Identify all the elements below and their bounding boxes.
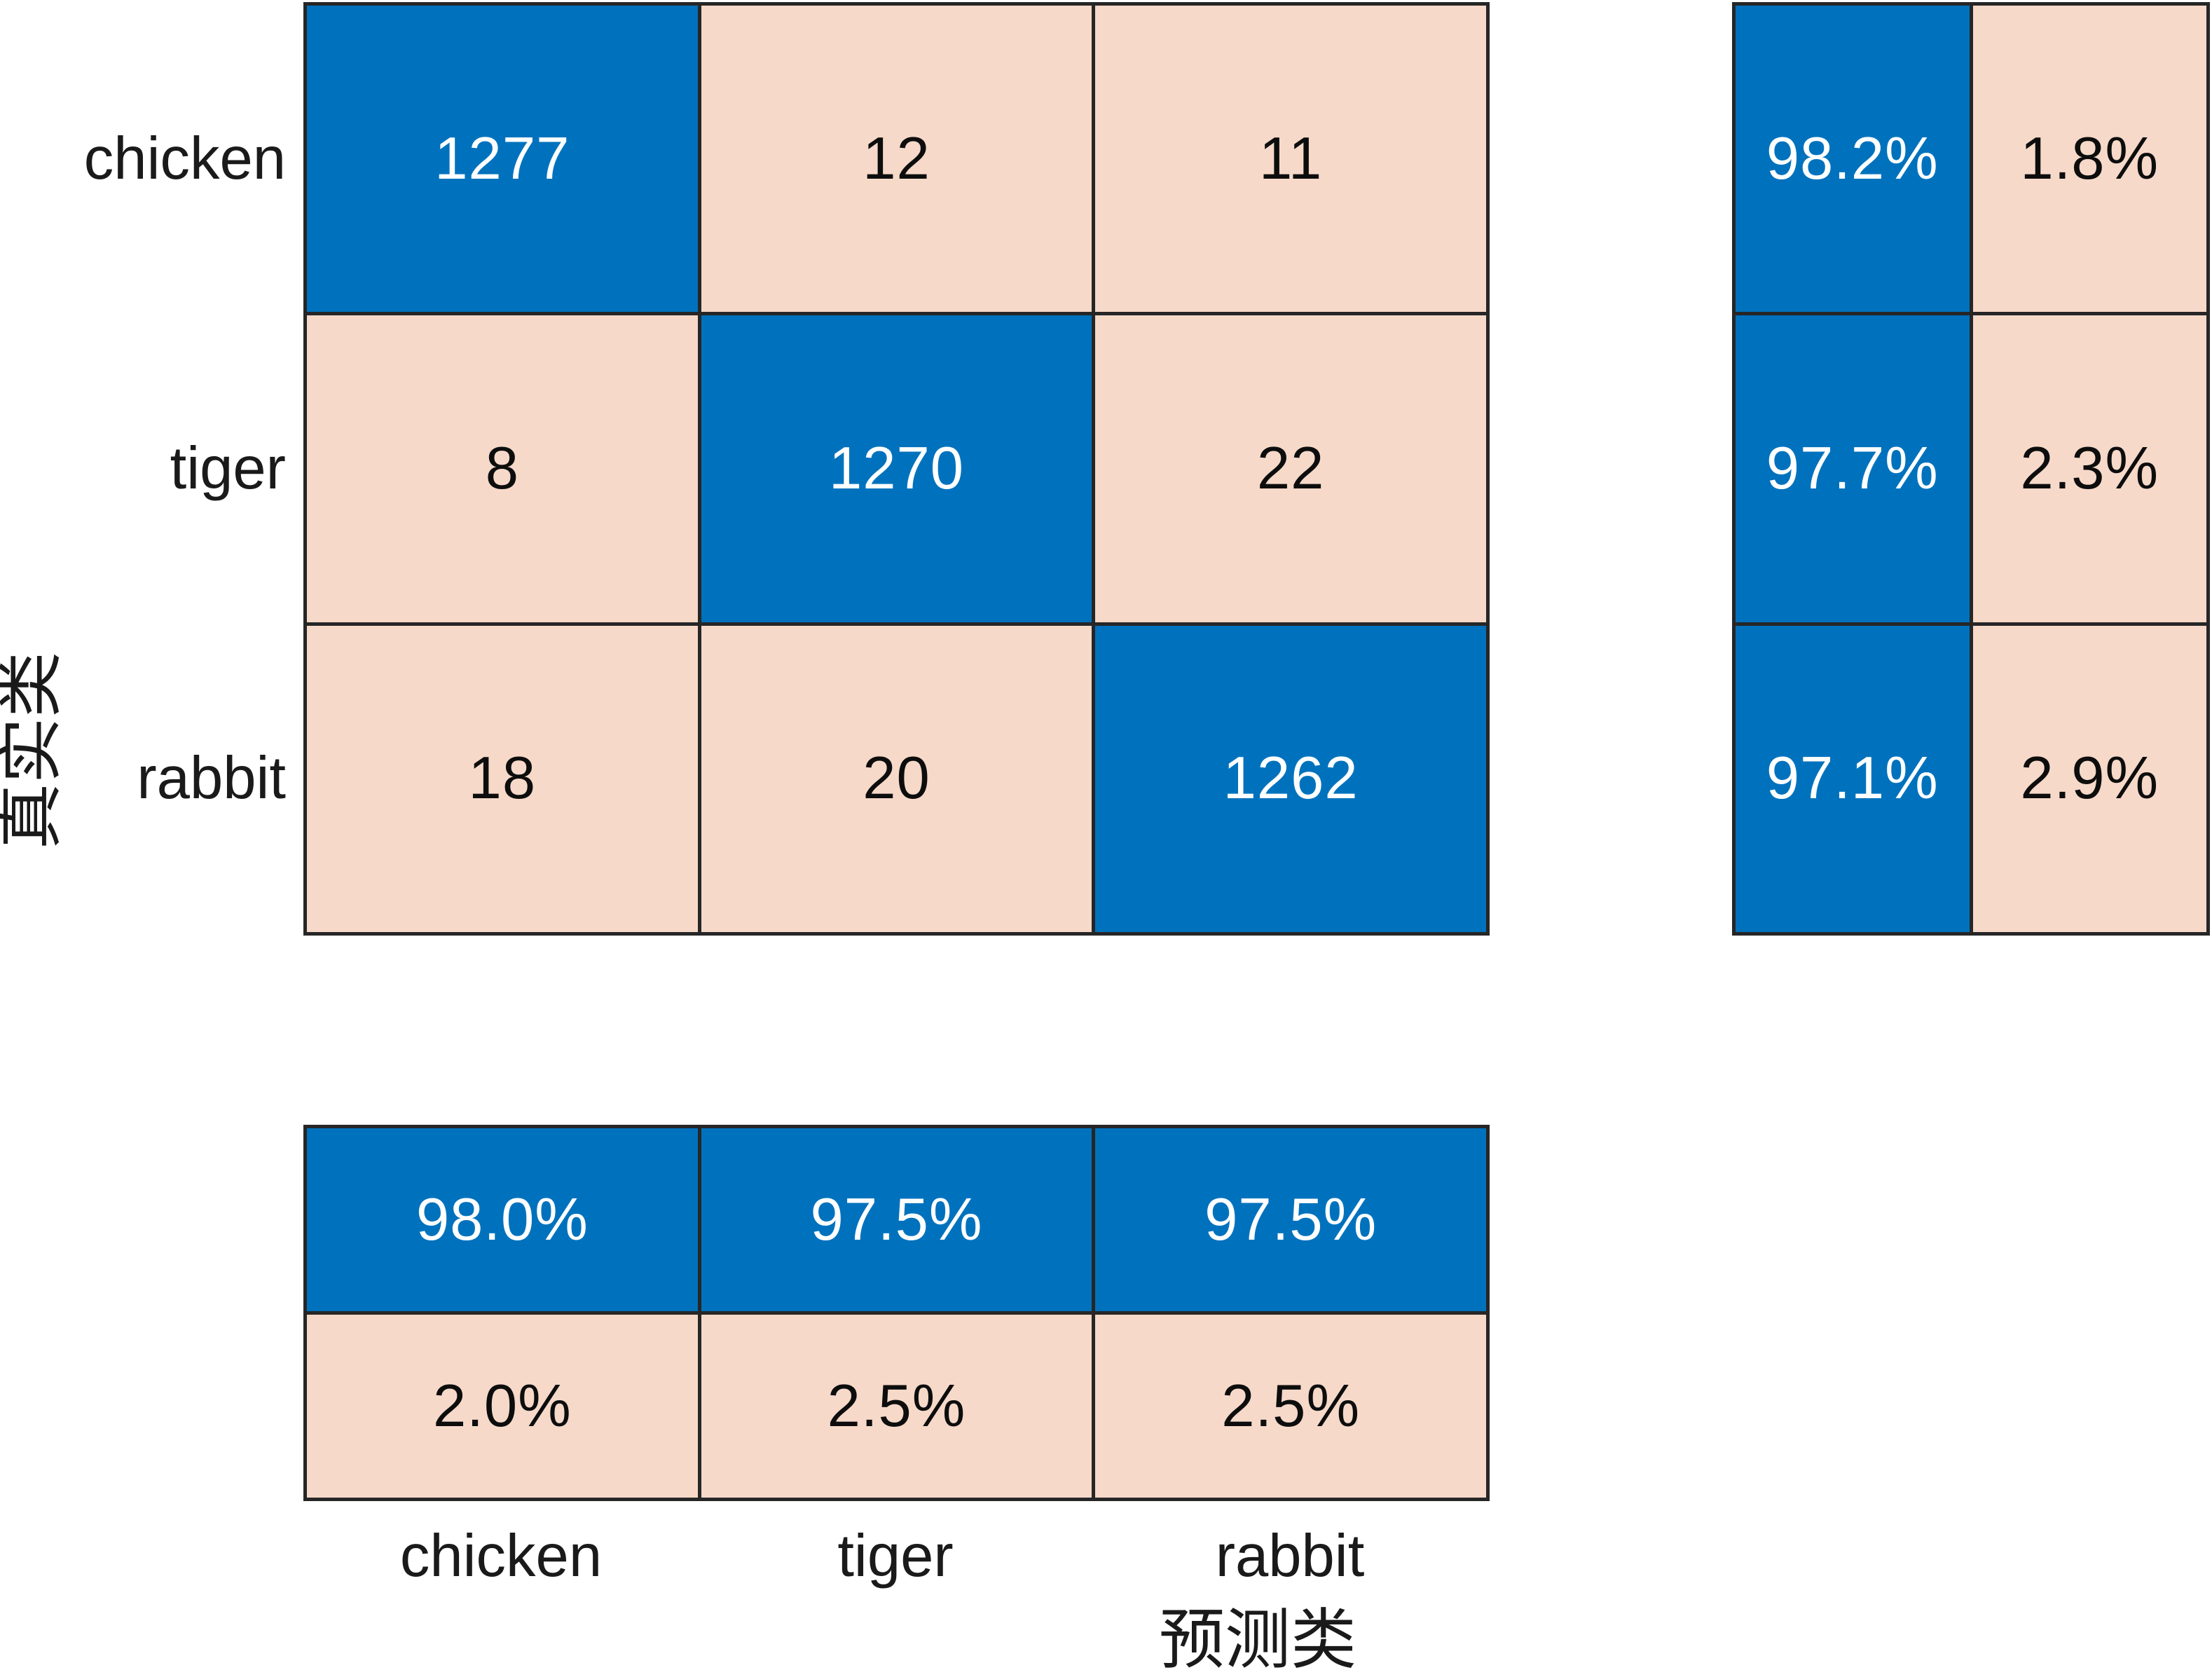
col-summary-incorrect-chicken: 2.0% <box>307 1315 698 1498</box>
confusion-matrix-grid: 1277 12 11 8 1270 22 18 20 1262 <box>303 2 1490 936</box>
row-label-chicken: chicken <box>83 125 286 192</box>
matrix-cell-chicken-chicken: 1277 <box>307 6 698 313</box>
col-summary-correct-tiger: 97.5% <box>701 1128 1092 1311</box>
matrix-cell-tiger-chicken: 8 <box>307 315 698 622</box>
matrix-cell-chicken-rabbit: 11 <box>1095 6 1486 313</box>
col-summary-incorrect-tiger: 2.5% <box>701 1315 1092 1498</box>
col-label-tiger: tiger <box>837 1523 954 1589</box>
row-summary-correct-tiger: 97.7% <box>1736 315 1970 622</box>
column-summary-panel: 98.0% 97.5% 97.5% 2.0% 2.5% 2.5% <box>303 1125 1490 1501</box>
row-summary-incorrect-tiger: 2.3% <box>1972 315 2206 622</box>
x-axis-title: 预测类 <box>1158 1604 1356 1677</box>
row-label-tiger: tiger <box>170 435 286 502</box>
row-summary-correct-chicken: 98.2% <box>1736 6 1970 313</box>
col-label-chicken: chicken <box>399 1523 603 1589</box>
row-summary-incorrect-chicken: 1.8% <box>1972 6 2206 313</box>
row-summary-panel: 98.2% 1.8% 97.7% 2.3% 97.1% 2.9% <box>1732 2 2210 936</box>
row-summary-correct-rabbit: 97.1% <box>1736 625 1970 932</box>
row-summary-incorrect-rabbit: 2.9% <box>1972 625 2206 932</box>
col-summary-correct-chicken: 98.0% <box>307 1128 698 1311</box>
matrix-cell-tiger-tiger: 1270 <box>701 315 1092 622</box>
col-summary-correct-rabbit: 97.5% <box>1095 1128 1486 1311</box>
matrix-cell-rabbit-chicken: 18 <box>307 625 698 932</box>
matrix-cell-tiger-rabbit: 22 <box>1095 315 1486 622</box>
col-summary-incorrect-rabbit: 2.5% <box>1095 1315 1486 1498</box>
row-label-rabbit: rabbit <box>137 745 286 812</box>
matrix-cell-chicken-tiger: 12 <box>701 6 1092 313</box>
col-label-rabbit: rabbit <box>1215 1523 1365 1589</box>
matrix-cell-rabbit-rabbit: 1262 <box>1095 625 1486 932</box>
matrix-cell-rabbit-tiger: 20 <box>701 625 1092 932</box>
